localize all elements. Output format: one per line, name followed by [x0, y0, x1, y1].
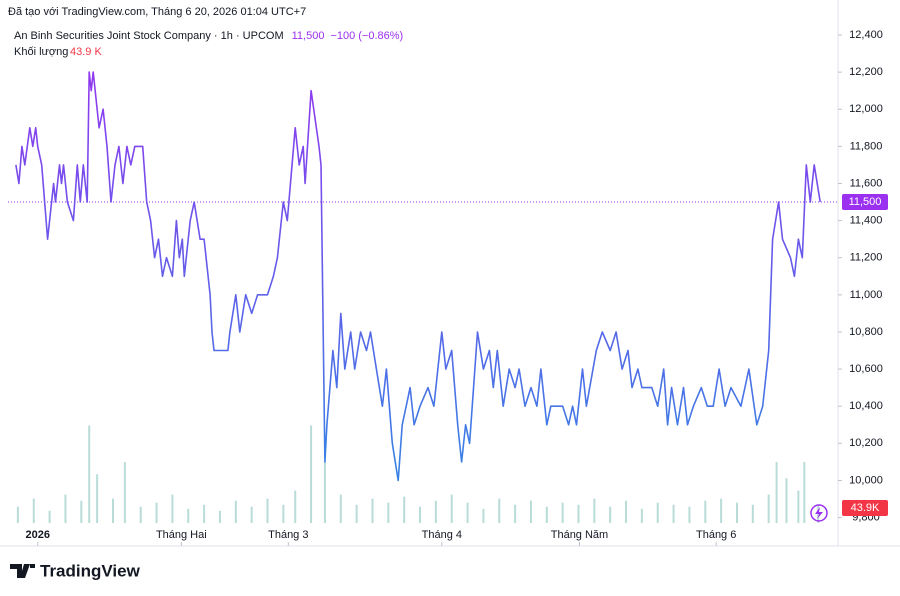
volume-bar [139, 506, 142, 523]
x-tick-label: Tháng 4 [422, 529, 462, 541]
y-tick-label: 10,000 [849, 474, 883, 486]
last-price-badge [842, 194, 888, 211]
volume-bar [704, 500, 707, 523]
volume-bar [625, 500, 628, 523]
volume-bar [577, 504, 580, 523]
y-tick-label: 12,400 [849, 29, 883, 41]
volume-bar [111, 498, 114, 523]
volume-bar [310, 425, 313, 523]
volume-bar [16, 506, 19, 523]
y-tick-label: 12,200 [849, 66, 883, 78]
volume-bar [64, 494, 67, 523]
volume-bar [529, 500, 532, 523]
chart-title: An Binh Securities Joint Stock Company ·… [14, 30, 284, 42]
volume-bar [123, 462, 126, 523]
volume-bar [640, 508, 643, 523]
volume-badge [842, 500, 888, 516]
volume-bar [803, 462, 806, 523]
volume-bar [250, 506, 253, 523]
y-tick-label: 10,200 [849, 437, 883, 449]
volume-bar [88, 425, 91, 523]
volume-bar [339, 494, 342, 523]
volume-bar [450, 494, 453, 523]
volume-bar [323, 462, 326, 523]
volume-bar [466, 502, 469, 523]
y-tick-label: 11,800 [850, 140, 883, 152]
volume-bar [775, 462, 778, 523]
volume-bar [720, 498, 723, 523]
volume-bar [797, 490, 800, 523]
volume-bar [672, 504, 675, 523]
volume-bar [234, 500, 237, 523]
volume-bar [656, 502, 659, 523]
x-tick-label: Tháng 3 [268, 529, 308, 541]
volume-bar [187, 508, 190, 523]
volume-last-label: 43.9K [851, 502, 880, 514]
created-note: Đã tạo với TradingView.com, Tháng 6 20, … [8, 6, 306, 18]
volume-bar [32, 498, 35, 523]
y-tick-label: 10,600 [849, 363, 883, 375]
last-price-label: 11,500 [849, 196, 882, 208]
x-tick-label: 2026 [25, 529, 49, 541]
volume-bar [266, 498, 269, 523]
icon [810, 504, 828, 522]
price-change: −100 (−0.86%) [330, 30, 403, 42]
volume-bar [282, 504, 285, 523]
volume-header: 43.9 K [70, 46, 102, 58]
volume-bar [80, 500, 83, 523]
volume-bar [561, 502, 564, 523]
last-price: 11,500 [292, 30, 325, 42]
volume-bar [171, 494, 174, 523]
volume-bar [355, 504, 358, 523]
volume-bar [688, 506, 691, 523]
y-tick-label: 12,000 [849, 103, 883, 115]
volume-bar [403, 496, 406, 523]
volume-bar [155, 502, 158, 523]
y-tick-label: 11,400 [850, 215, 883, 227]
volume-bar [609, 506, 612, 523]
volume-title: Khối lượng [14, 46, 68, 58]
brand: TradingView [40, 561, 141, 580]
volume-bar [498, 498, 501, 523]
y-tick-label: 11,600 [850, 177, 883, 189]
x-tick-label: Tháng Hai [156, 529, 207, 541]
volume-bar [785, 478, 788, 523]
x-tick-label: Tháng Năm [551, 529, 608, 541]
volume-bar [371, 498, 374, 523]
volume-bar [593, 498, 596, 523]
y-tick-label: 10,800 [849, 326, 883, 338]
volume-bar [545, 506, 548, 523]
volume-bar [96, 474, 99, 523]
volume-bar [817, 505, 820, 523]
volume-bar [767, 494, 770, 523]
volume-bar [514, 504, 517, 523]
price-line [15, 71, 821, 482]
volume-bar [48, 510, 51, 523]
volume-bar [218, 510, 221, 523]
y-tick-label: 11,000 [850, 289, 883, 301]
y-tick-label: 11,200 [850, 252, 883, 264]
x-tick-label: Tháng 6 [696, 529, 736, 541]
volume-bar [419, 506, 422, 523]
icon [815, 507, 823, 519]
y-tick-label: 10,400 [849, 400, 883, 412]
volume-bar [751, 504, 754, 523]
volume-bar [434, 500, 437, 523]
logo: TradingView [10, 561, 141, 580]
volume-bar [203, 504, 206, 523]
volume-bar [735, 502, 738, 523]
volume-bar [387, 502, 390, 523]
volume-bar [294, 490, 297, 523]
volume-bar [482, 508, 485, 523]
